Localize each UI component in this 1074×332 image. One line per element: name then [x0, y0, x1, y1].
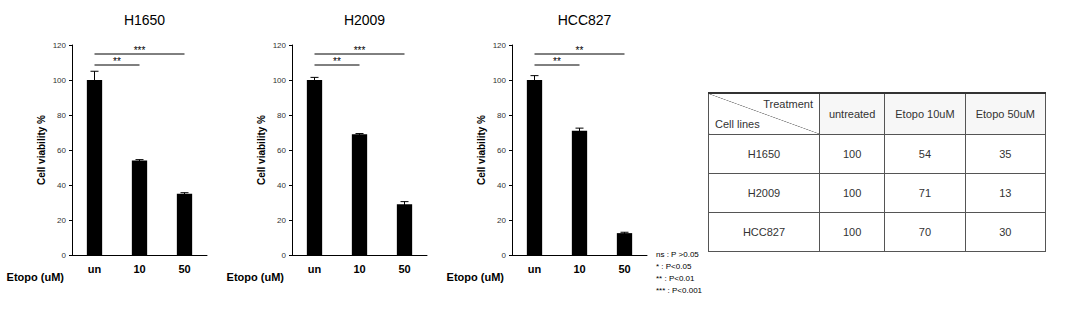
svg-text:ns : P >0.05: ns : P >0.05 — [656, 250, 699, 259]
svg-text:120: 120 — [493, 41, 507, 50]
html-text:13: 13 — [999, 187, 1012, 199]
svg-text:***: *** — [354, 45, 366, 56]
svg-text:10: 10 — [133, 263, 145, 275]
html-text:Etopo 50uM: Etopo 50uM — [975, 108, 1035, 120]
svg-text:un: un — [528, 263, 542, 275]
svg-text:**: ** — [576, 45, 584, 56]
svg-text:Cell viability %: Cell viability % — [256, 115, 267, 185]
html-text:54: 54 — [918, 148, 931, 160]
html-text:35: 35 — [999, 148, 1012, 160]
svg-text:50: 50 — [618, 263, 630, 275]
html-text:100: 100 — [842, 187, 862, 199]
svg-text:**: ** — [553, 56, 561, 67]
html-text:HCC827: HCC827 — [742, 226, 786, 238]
svg-text:40: 40 — [57, 181, 66, 190]
html-text:H2009: H2009 — [747, 187, 781, 199]
svg-text:* : P<0.05: * : P<0.05 — [656, 262, 692, 271]
svg-text:10: 10 — [573, 263, 585, 275]
svg-text:100: 100 — [53, 76, 67, 85]
svg-text:H2009: H2009 — [344, 12, 385, 28]
svg-text:100: 100 — [493, 76, 507, 85]
svg-text:***: *** — [134, 45, 146, 56]
svg-text:**: ** — [113, 56, 121, 67]
svg-text:un: un — [88, 263, 102, 275]
svg-text:Etopo (uM): Etopo (uM) — [7, 271, 65, 283]
svg-text:120: 120 — [273, 41, 287, 50]
svg-text:120: 120 — [53, 41, 67, 50]
svg-text:Etopo (uM): Etopo (uM) — [447, 271, 505, 283]
html-text:30: 30 — [999, 226, 1012, 238]
svg-text:40: 40 — [277, 181, 286, 190]
html-text:Etopo 10uM: Etopo 10uM — [895, 108, 955, 120]
svg-text:80: 80 — [57, 111, 66, 120]
svg-text:80: 80 — [277, 111, 286, 120]
svg-text:100: 100 — [273, 76, 287, 85]
svg-text:50: 50 — [178, 263, 190, 275]
svg-text:*** : P<0.001: *** : P<0.001 — [656, 286, 703, 295]
html-text:70: 70 — [918, 226, 931, 238]
html-text:100: 100 — [842, 226, 862, 238]
svg-text:60: 60 — [497, 146, 506, 155]
html-text:71: 71 — [918, 187, 931, 199]
svg-text:Cell viability %: Cell viability % — [476, 115, 487, 185]
svg-text:0: 0 — [282, 251, 287, 260]
html-text:100: 100 — [842, 148, 862, 160]
html-text:Treatment: Treatment — [763, 98, 813, 110]
svg-text:20: 20 — [57, 216, 66, 225]
svg-text:HCC827: HCC827 — [558, 12, 612, 28]
svg-text:40: 40 — [497, 181, 506, 190]
svg-text:Cell viability %: Cell viability % — [36, 115, 47, 185]
svg-text:50: 50 — [398, 263, 410, 275]
svg-text:60: 60 — [57, 146, 66, 155]
html-text:H1650: H1650 — [747, 148, 781, 160]
svg-text:un: un — [308, 263, 322, 275]
html-text:untreated: untreated — [828, 108, 876, 120]
svg-text:0: 0 — [62, 251, 67, 260]
svg-text:60: 60 — [277, 146, 286, 155]
html-text:Cell lines: Cell lines — [715, 118, 760, 130]
svg-text:** : P<0.01: ** : P<0.01 — [656, 274, 695, 283]
svg-text:80: 80 — [497, 111, 506, 120]
svg-text:0: 0 — [502, 251, 507, 260]
svg-text:20: 20 — [497, 216, 506, 225]
svg-text:H1650: H1650 — [124, 12, 165, 28]
svg-text:Etopo (uM): Etopo (uM) — [227, 271, 285, 283]
svg-text:20: 20 — [277, 216, 286, 225]
svg-text:10: 10 — [353, 263, 365, 275]
svg-text:**: ** — [333, 56, 341, 67]
